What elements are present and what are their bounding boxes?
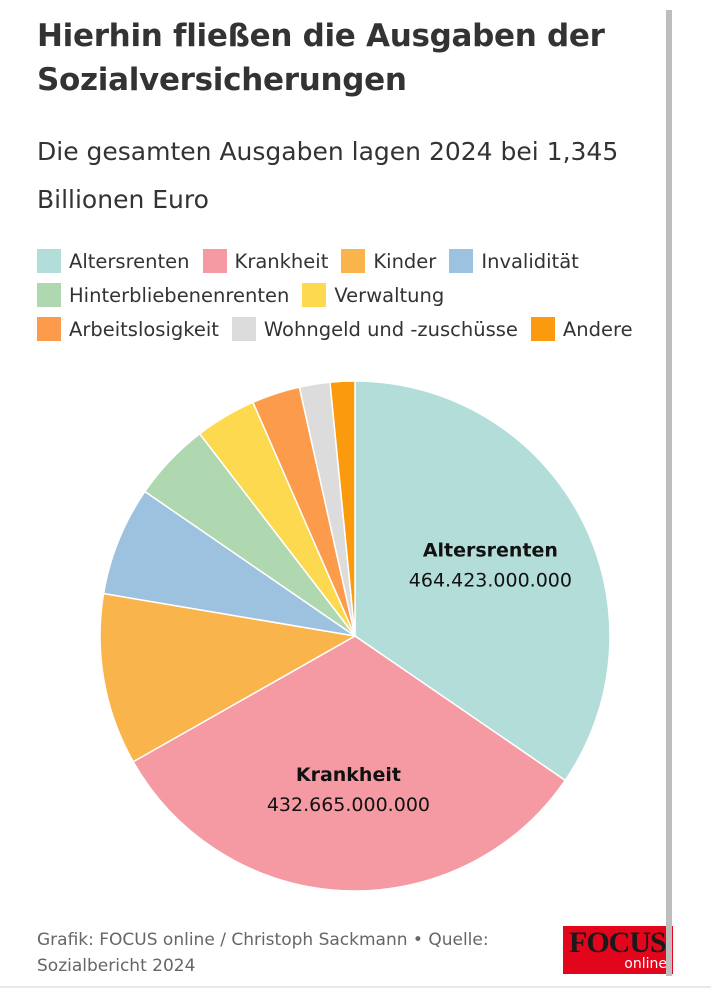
legend-item-arbeitslosigkeit[interactable]: Arbeitslosigkeit: [37, 317, 219, 341]
legend-label: Arbeitslosigkeit: [69, 317, 219, 341]
legend-item-krankheit[interactable]: Krankheit: [202, 249, 329, 273]
legend-item-kinder[interactable]: Kinder: [341, 249, 436, 273]
legend-swatch: [37, 317, 61, 341]
legend-label: Altersrenten: [69, 249, 190, 273]
legend-swatch: [449, 249, 474, 273]
pie-slice-invalidität[interactable]: [102, 490, 356, 637]
legend-item-andere[interactable]: Andere: [530, 317, 633, 341]
legend-row: Hinterbliebenenrenten Verwaltung: [37, 278, 667, 312]
slice-label-value: 432.665.000.000: [267, 794, 430, 816]
scrollbar[interactable]: [666, 10, 672, 976]
legend-item-verwaltung[interactable]: Verwaltung: [302, 283, 444, 307]
legend-label: Invalidität: [481, 249, 579, 273]
legend-item-hinterbliebenenrenten[interactable]: Hinterbliebenenrenten: [37, 283, 289, 307]
legend-label: Kinder: [373, 249, 437, 273]
legend-label: Krankheit: [234, 249, 329, 273]
legend-item-altersrenten[interactable]: Altersrenten: [37, 249, 190, 273]
pie-slice-andere[interactable]: [329, 380, 356, 637]
chart-subtitle: Die gesamten Ausgaben lagen 2024 bei 1,3…: [37, 137, 619, 214]
legend-swatch: [341, 249, 366, 273]
legend-item-invaliditaet[interactable]: Invalidität: [449, 249, 579, 273]
legend-row: Altersrenten Krankheit Kinder Invaliditä…: [37, 244, 667, 278]
chart-title: Hierhin fließen die Ausgaben der Sozialv…: [37, 18, 605, 98]
legend-label: Hinterbliebenenrenten: [69, 283, 290, 307]
logo-text: FOCUS: [569, 926, 667, 959]
legend-swatch: [530, 317, 555, 341]
legend: Altersrenten Krankheit Kinder Invaliditä…: [37, 244, 667, 346]
slice-label-name: Krankheit: [296, 764, 401, 786]
legend-swatch: [37, 249, 61, 273]
legend-label: Verwaltung: [334, 283, 445, 307]
legend-label: Wohngeld und -zuschüsse: [263, 317, 518, 341]
legend-swatch: [231, 317, 256, 341]
pie-chart: Altersrenten 464.423.000.000 Krankheit 432.…: [99, 380, 611, 892]
slice-label-value: 464.423.000.000: [409, 570, 572, 592]
source-credit: Grafik: FOCUS online / Christoph Sackman…: [37, 930, 489, 976]
legend-row: Arbeitslosigkeit Wohngeld und -zuschüsse…: [37, 312, 667, 346]
divider: [0, 986, 711, 988]
pie-slice-kinder[interactable]: [99, 592, 358, 763]
legend-label: Andere: [562, 317, 633, 341]
focus-online-logo: FOCUS online: [563, 926, 673, 974]
legend-swatch: [37, 283, 61, 307]
logo-subtext: online: [624, 956, 667, 972]
legend-swatch: [202, 249, 227, 273]
slice-label-name: Altersrenten: [423, 540, 558, 562]
legend-item-wohngeld[interactable]: Wohngeld und -zuschüsse: [231, 317, 518, 341]
pie-slice-altersrenten[interactable]: [354, 380, 611, 782]
legend-swatch: [302, 283, 327, 307]
pie-slice-krankheit[interactable]: [132, 635, 567, 892]
